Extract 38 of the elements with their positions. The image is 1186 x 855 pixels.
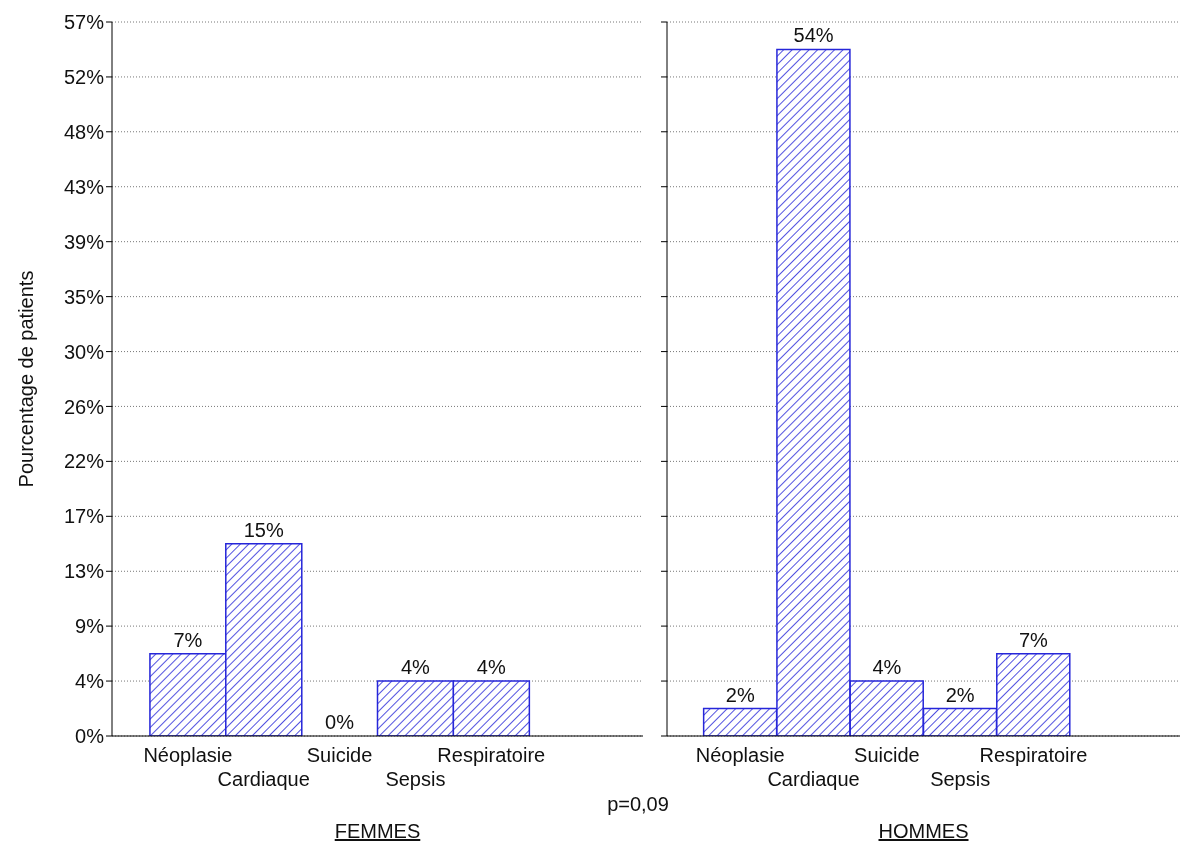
y-tick-label: 17% <box>63 505 105 528</box>
y-tick-label: 9% <box>75 615 105 638</box>
data-label: 7% <box>1018 628 1049 651</box>
data-label: 54% <box>793 24 834 47</box>
x-tick-label: Sepsis <box>385 768 446 790</box>
text: p=0,09 <box>606 793 670 816</box>
y-tick-label: 39% <box>63 230 105 253</box>
x-axis-title: HOMMES <box>877 820 970 843</box>
y-tick-label: 26% <box>63 395 105 418</box>
x-tick-label: Cardiaque <box>767 768 860 790</box>
y-tick-label: 4% <box>75 670 105 693</box>
x-tick-label: Respiratoire <box>437 744 546 766</box>
x-tick-label: Respiratoire <box>979 744 1088 766</box>
x-tick-label: Suicide <box>306 744 373 766</box>
data-label: 4% <box>400 656 431 679</box>
data-label: 2% <box>725 683 755 706</box>
data-label: 4% <box>476 656 506 679</box>
y-tick-label: 57% <box>63 11 105 34</box>
y-tick-label: 52% <box>63 66 105 89</box>
y-tick-label: 43% <box>63 175 105 198</box>
x-tick-label: Néoplasie <box>695 744 785 766</box>
data-label: 0% <box>325 711 355 733</box>
y-tick-label: 13% <box>63 560 105 583</box>
data-label: 4% <box>872 656 902 679</box>
y-tick-label: 35% <box>63 285 105 308</box>
y-tick-label: 22% <box>63 450 105 473</box>
x-tick-label: Cardiaque <box>217 768 310 790</box>
data-label: 2% <box>945 683 975 706</box>
x-tick-label: Suicide <box>854 744 920 766</box>
x-axis-title: FEMMES <box>333 820 422 843</box>
y-axis-title: Pourcentage de patients <box>15 270 38 488</box>
data-label: 15% <box>243 518 284 541</box>
data-label: 7% <box>173 628 203 651</box>
x-tick-label: Néoplasie <box>143 744 233 766</box>
y-tick-label: 48% <box>63 120 105 143</box>
x-tick-label: Sepsis <box>930 768 991 790</box>
y-tick-label: 30% <box>63 340 105 363</box>
y-tick-label: 0% <box>75 725 105 748</box>
